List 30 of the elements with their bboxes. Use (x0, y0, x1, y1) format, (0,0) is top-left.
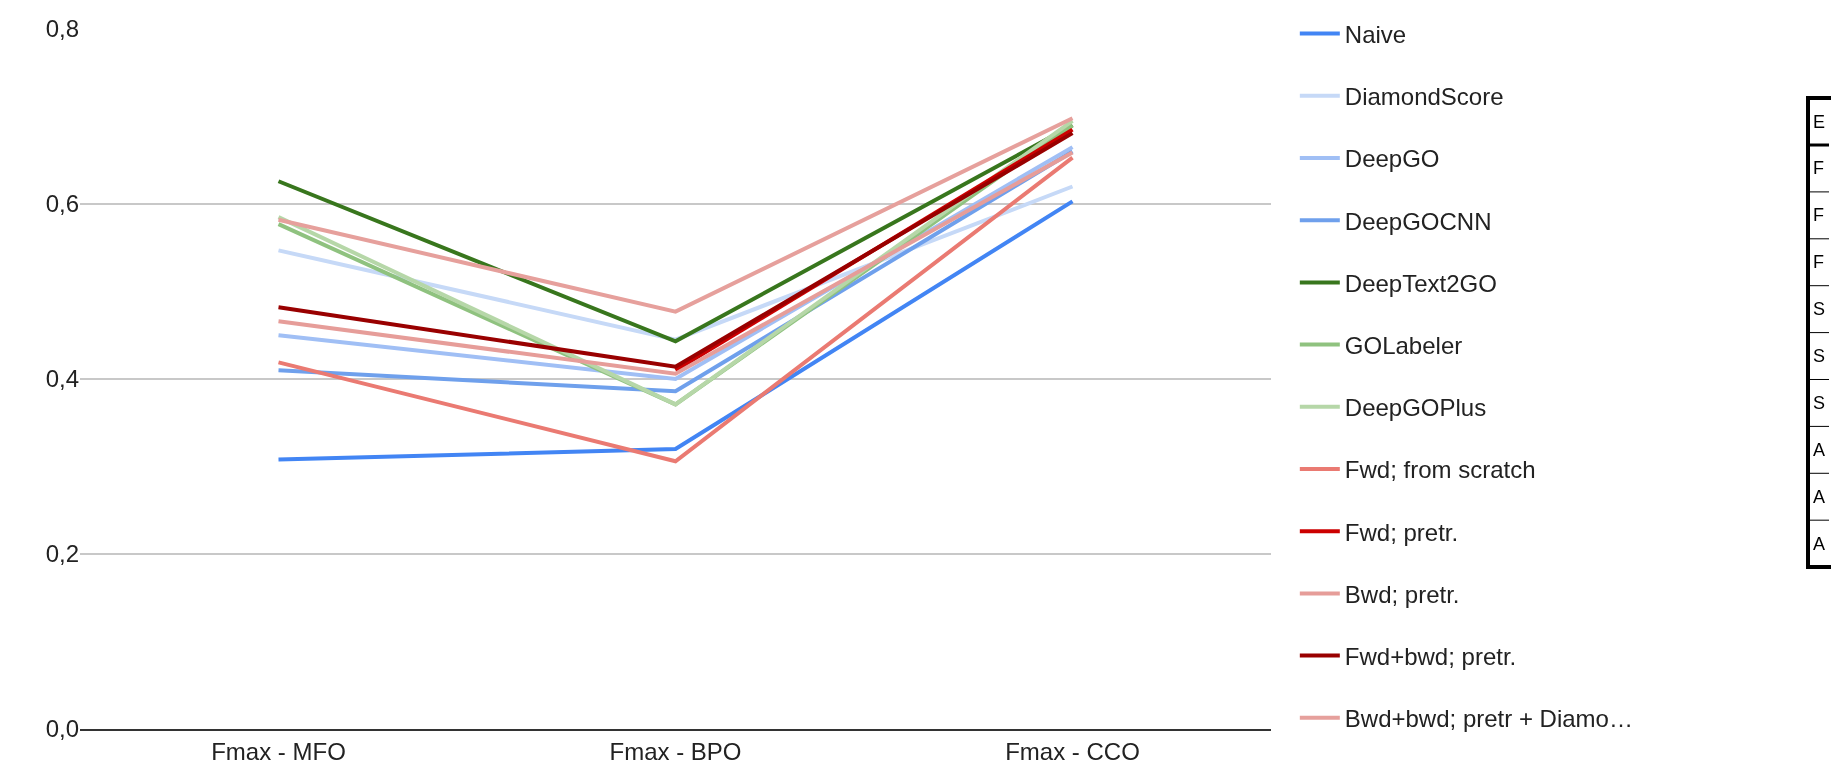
legend-label: Fwd; from scratch (1344, 456, 1536, 484)
legend-label: GOLabeler (1344, 331, 1463, 359)
text: A (1813, 534, 1826, 554)
y-tick-label: 0,4 (45, 365, 79, 393)
legend-label: DeepGO (1344, 145, 1440, 173)
y-tick-label: 0,0 (45, 715, 79, 743)
legend-label: Bwd; pretr. (1344, 580, 1460, 608)
x-tick-label: Fmax - MFO (211, 737, 346, 765)
text: S (1813, 346, 1826, 366)
text: A (1813, 487, 1826, 507)
y-tick-label: 0,8 (45, 15, 79, 43)
y-tick-label: 0,6 (45, 190, 79, 218)
legend-label: DeepText2GO (1344, 269, 1497, 297)
x-tick-label: Fmax - CCO (1005, 737, 1140, 765)
text: F (1813, 158, 1824, 178)
x-tick-label: Fmax - BPO (609, 737, 742, 765)
text: A (1813, 440, 1826, 460)
y-tick-label: 0,2 (45, 540, 79, 568)
text: S (1813, 393, 1826, 413)
legend-label: DiamondScore (1344, 83, 1504, 111)
legend-label: DeepGOPlus (1344, 394, 1487, 422)
text: S (1813, 299, 1826, 319)
legend-label: Bwd+bwd; pretr + Diamo… (1344, 705, 1633, 733)
text: F (1813, 252, 1824, 272)
legend-label: Fwd+bwd; pretr. (1344, 642, 1517, 670)
text: F (1813, 205, 1824, 225)
text: E (1813, 112, 1826, 132)
legend-label: DeepGOCNN (1344, 207, 1492, 235)
legend-label: Naive (1344, 20, 1407, 48)
legend-label: Fwd; pretr. (1344, 518, 1459, 546)
